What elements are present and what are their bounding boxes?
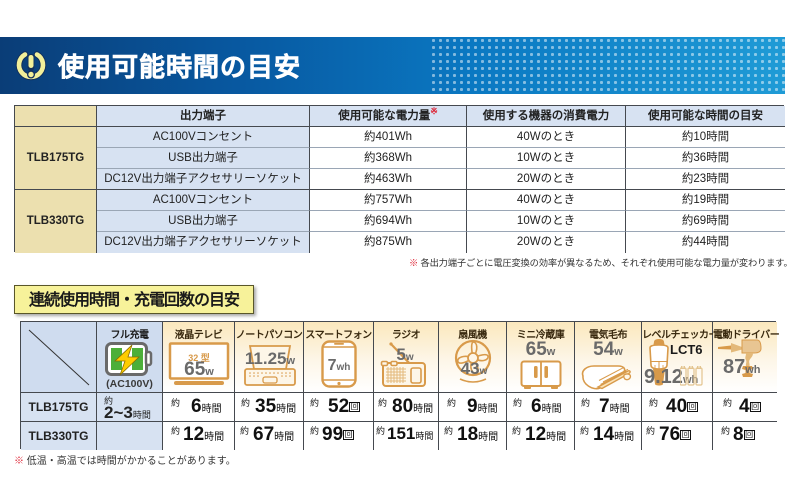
svg-text:5w: 5w	[396, 345, 413, 364]
svg-text:43w: 43w	[461, 359, 488, 378]
